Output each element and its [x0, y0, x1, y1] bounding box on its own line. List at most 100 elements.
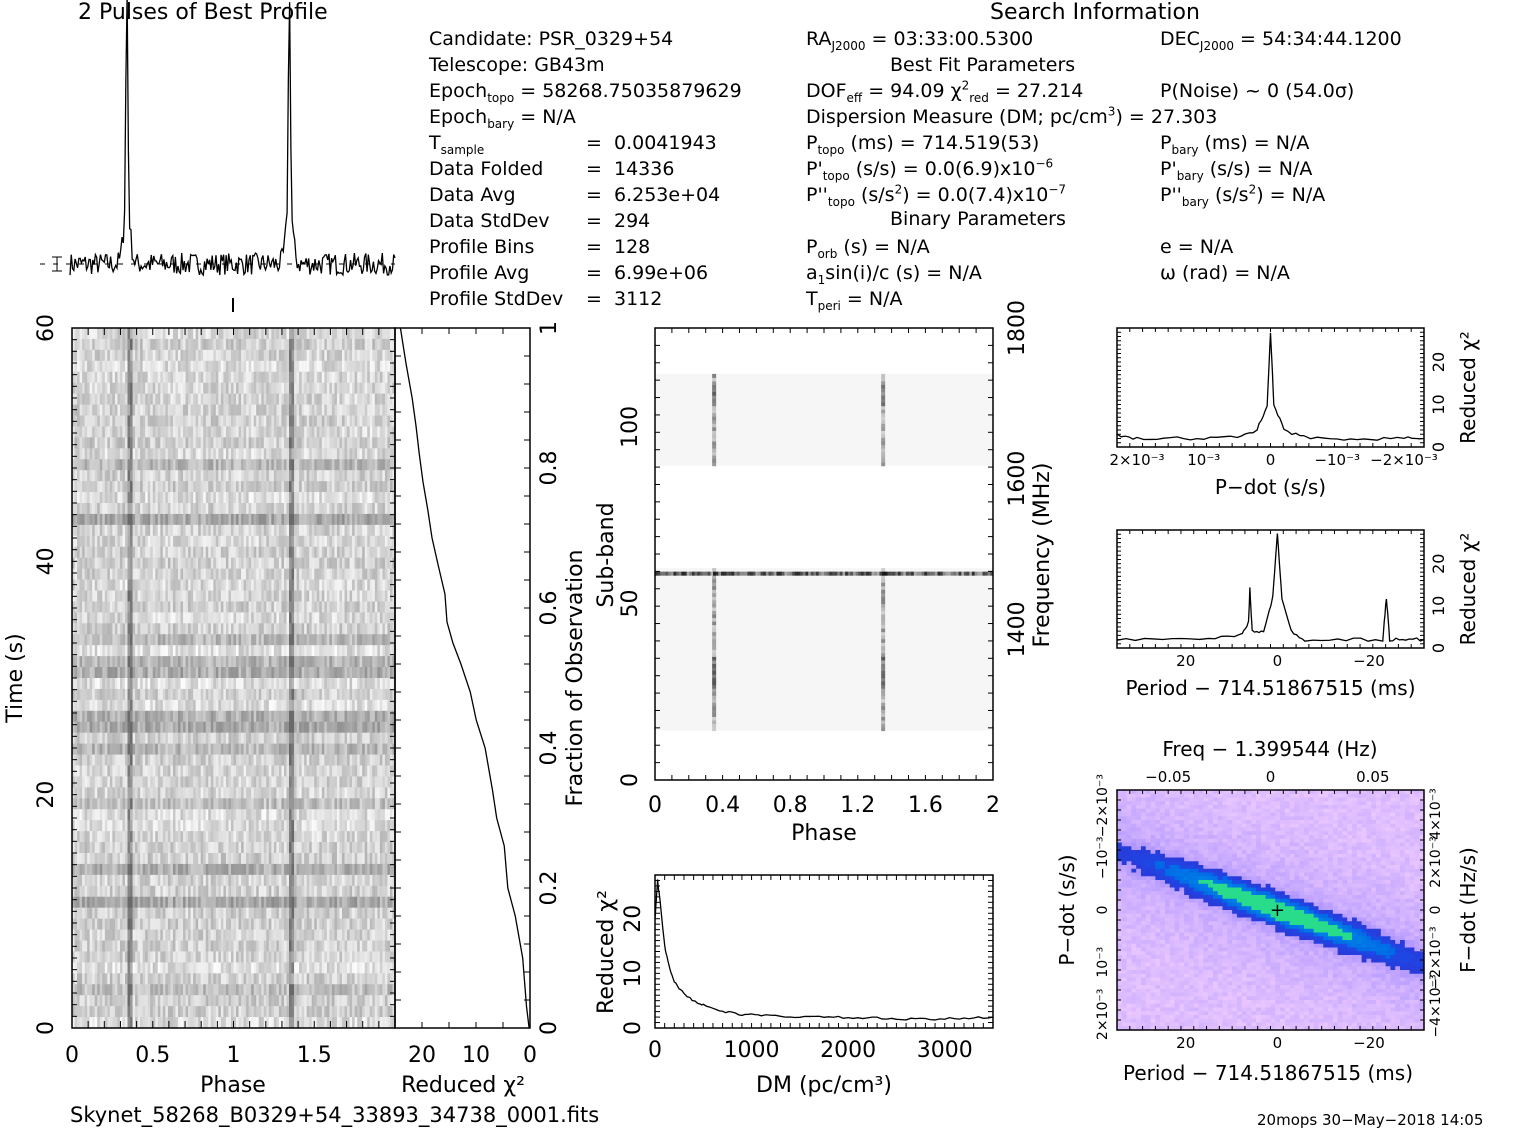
heatmap-cell	[200, 612, 204, 624]
heatmap-cell	[84, 459, 88, 471]
heatmap-cell	[185, 349, 189, 362]
heatmap-cell	[301, 448, 305, 460]
heatmap-cell	[210, 382, 214, 395]
heatmap-cell	[299, 579, 303, 591]
heatmap-cell	[319, 557, 323, 570]
heatmap-cell	[311, 459, 315, 471]
heatmap-cell	[172, 590, 176, 602]
heatmap-cell	[77, 557, 81, 570]
heatmap-cell	[104, 557, 108, 570]
heatmap-cell	[183, 393, 187, 406]
heatmap-cell	[248, 448, 252, 460]
heatmap-cell	[387, 338, 391, 351]
heatmap-cell	[177, 513, 182, 526]
heatmap-cell	[218, 492, 222, 504]
heatmap-cell	[336, 338, 340, 351]
heatmap-cell	[387, 535, 391, 548]
heatmap-cell	[331, 524, 335, 537]
heatmap-cell	[97, 503, 101, 515]
heatmap-cell	[251, 568, 255, 581]
heatmap-cell	[218, 524, 222, 537]
heatmap-cell	[200, 448, 204, 460]
heatmap-cell	[374, 492, 378, 504]
heatmap-cell	[180, 459, 184, 471]
heatmap-cell	[369, 524, 373, 537]
heatmap-cell	[316, 481, 320, 493]
heatmap-cell	[122, 349, 126, 362]
heatmap-cell	[193, 568, 197, 581]
heatmap-cell	[266, 338, 270, 351]
heatmap-cell	[180, 404, 184, 416]
heatmap-cell	[122, 328, 126, 340]
heatmap-cell	[294, 371, 298, 384]
heatmap-cell	[349, 524, 353, 537]
heatmap-cell	[283, 404, 287, 416]
heatmap-cell	[331, 481, 335, 493]
heatmap-cell	[124, 382, 129, 395]
heatmap-cell	[198, 503, 202, 515]
heatmap-cell	[281, 546, 285, 559]
heatmap-cell	[266, 404, 270, 416]
heatmap-cell	[122, 503, 126, 515]
heatmap-cell	[220, 437, 224, 449]
heatmap-cell	[193, 371, 197, 384]
heatmap-cell	[324, 393, 328, 406]
heatmap-cell	[291, 579, 295, 591]
heatmap-cell	[117, 338, 121, 351]
heatmap-cell	[77, 404, 81, 416]
heatmap-cell	[324, 426, 328, 438]
heatmap-cell	[299, 459, 303, 471]
heatmap-cell	[238, 426, 242, 438]
heatmap-cell	[271, 568, 275, 581]
heatmap-cell	[157, 328, 161, 340]
heatmap-cell	[99, 579, 103, 591]
heatmap-cell	[84, 470, 88, 482]
heatmap-cell	[233, 590, 237, 602]
heatmap-cell	[94, 612, 98, 624]
heatmap-cell	[372, 612, 376, 624]
heatmap-cell	[276, 535, 280, 548]
heatmap-cell	[170, 360, 174, 373]
heatmap-cell	[253, 360, 257, 373]
heatmap-cell	[314, 360, 318, 373]
heatmap-cell	[369, 557, 373, 570]
heatmap-cell	[102, 546, 106, 559]
heatmap-cell	[243, 470, 247, 482]
heatmap-cell	[283, 481, 287, 493]
heatmap-cell	[379, 579, 383, 591]
heatmap-cell	[145, 371, 149, 384]
heatmap-cell	[122, 382, 126, 395]
heatmap-cell	[137, 481, 141, 493]
heatmap-cell	[233, 623, 237, 635]
heatmap-cell	[124, 328, 129, 340]
heatmap-cell	[195, 393, 199, 406]
heatmap-cell	[314, 590, 318, 602]
heatmap-cell	[107, 524, 111, 537]
heatmap-cell	[238, 328, 242, 340]
heatmap-cell	[283, 393, 287, 406]
heatmap-cell	[294, 590, 298, 602]
heatmap-cell	[160, 459, 164, 471]
heatmap-cell	[114, 503, 118, 515]
heatmap-cell	[119, 623, 123, 635]
heatmap-cell	[324, 360, 328, 373]
heatmap-cell	[183, 513, 187, 526]
heatmap-cell	[119, 612, 123, 624]
heatmap-cell	[170, 415, 174, 427]
heatmap-cell	[102, 382, 106, 395]
heatmap-cell	[306, 492, 310, 504]
heatmap-cell	[253, 524, 257, 537]
heatmap-cell	[87, 382, 91, 395]
heatmap-cell	[223, 349, 227, 362]
heatmap-cell	[165, 579, 169, 591]
heatmap-cell	[283, 382, 287, 395]
heatmap-cell	[92, 557, 96, 570]
heatmap-cell	[236, 371, 240, 384]
heatmap-cell	[135, 557, 139, 570]
heatmap-cell	[145, 393, 149, 406]
heatmap-cell	[246, 492, 250, 504]
heatmap-cell	[352, 328, 356, 340]
heatmap-cell	[354, 568, 358, 581]
heatmap-cell	[92, 448, 96, 460]
heatmap-cell	[248, 590, 252, 602]
